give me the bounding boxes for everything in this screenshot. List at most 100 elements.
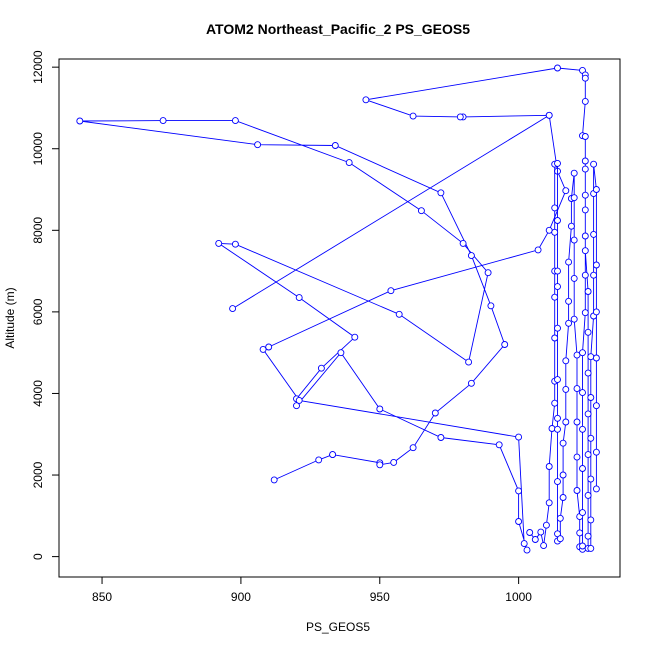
data-point (570, 194, 578, 202)
y-tick-label: 2000 (31, 461, 45, 488)
data-point (551, 334, 559, 342)
data-point (556, 514, 564, 522)
data-point (487, 302, 495, 310)
data-point (587, 434, 595, 442)
data-point (229, 305, 237, 313)
data-point (592, 186, 600, 193)
data-point (584, 328, 592, 336)
data-point (584, 410, 592, 418)
data-point (523, 546, 531, 554)
x-tick-label: 850 (92, 590, 112, 604)
data-point (551, 293, 559, 301)
data-point (581, 157, 589, 165)
x-tick-label: 900 (231, 590, 251, 604)
plot-frame (58, 58, 621, 578)
data-point (417, 207, 425, 215)
data-point (520, 540, 528, 548)
data-point (376, 405, 384, 413)
series-1 (229, 111, 553, 313)
data-point (587, 394, 595, 401)
data-point (437, 434, 445, 441)
data-point (592, 261, 600, 269)
data-point (295, 396, 303, 404)
data-point (231, 117, 239, 125)
y-tick-label: 6000 (31, 298, 45, 325)
data-point (570, 169, 578, 177)
data-point (554, 414, 561, 422)
data-point (590, 271, 598, 279)
x-tick-label: 950 (370, 590, 390, 604)
data-point (573, 453, 581, 461)
data-point (584, 532, 592, 540)
data-point (581, 232, 589, 240)
data-point (581, 97, 589, 105)
data-point (573, 385, 581, 393)
data-point (551, 228, 559, 236)
data-point (592, 354, 600, 362)
data-point (551, 204, 559, 212)
data-point (395, 310, 403, 318)
series-line (232, 114, 550, 309)
data-point (390, 458, 398, 466)
plot-area (76, 64, 600, 554)
data-point (562, 357, 570, 365)
data-point (579, 389, 586, 397)
data-point (329, 451, 337, 459)
data-point (587, 516, 595, 524)
data-point (584, 491, 592, 499)
y-axis-label: Altitude (m) (3, 287, 17, 348)
data-point (545, 499, 553, 507)
data-point (531, 536, 539, 543)
data-point (584, 288, 592, 295)
data-point (467, 252, 475, 260)
data-point (554, 64, 561, 72)
data-point (495, 441, 503, 449)
data-point (554, 267, 561, 275)
chart-title: ATOM2 Northeast_Pacific_2 PS_GEOS5 (206, 21, 470, 37)
data-point (579, 349, 586, 357)
data-point (537, 528, 545, 536)
data-point (515, 518, 523, 525)
data-point (590, 160, 598, 168)
y-tick-label: 12000 (31, 50, 45, 84)
data-point (559, 471, 567, 479)
data-point (562, 418, 570, 426)
data-point (581, 191, 589, 199)
data-point (592, 308, 600, 316)
data-point (265, 343, 273, 351)
data-point (254, 141, 262, 149)
data-point (456, 113, 464, 121)
data-point (526, 529, 534, 536)
data-point (565, 319, 573, 327)
data-point (293, 402, 300, 410)
data-point (554, 159, 561, 167)
data-point (559, 439, 567, 447)
y-axis: 0 2000 4000 6000 8000 10000 12000 (31, 50, 60, 560)
data-point (540, 542, 548, 550)
data-point (345, 159, 353, 167)
data-point (315, 456, 323, 464)
data-point (592, 448, 600, 456)
data-point (551, 399, 559, 407)
data-point (587, 353, 595, 361)
data-point (159, 117, 167, 125)
data-point (579, 465, 586, 472)
data-point (484, 269, 492, 277)
data-point (501, 341, 509, 348)
data-point (534, 246, 542, 254)
x-tick-label: 1000 (505, 590, 532, 604)
data-point (556, 535, 564, 543)
data-point (515, 433, 523, 441)
data-point (562, 385, 570, 393)
series-2 (526, 133, 600, 553)
data-point (409, 444, 417, 452)
y-tick-label: 10000 (31, 132, 45, 166)
data-point (581, 206, 589, 214)
data-point (317, 364, 325, 372)
data-point (437, 189, 445, 197)
data-point (573, 351, 581, 359)
data-point (581, 309, 589, 317)
data-point (590, 230, 598, 238)
data-point (351, 333, 359, 341)
